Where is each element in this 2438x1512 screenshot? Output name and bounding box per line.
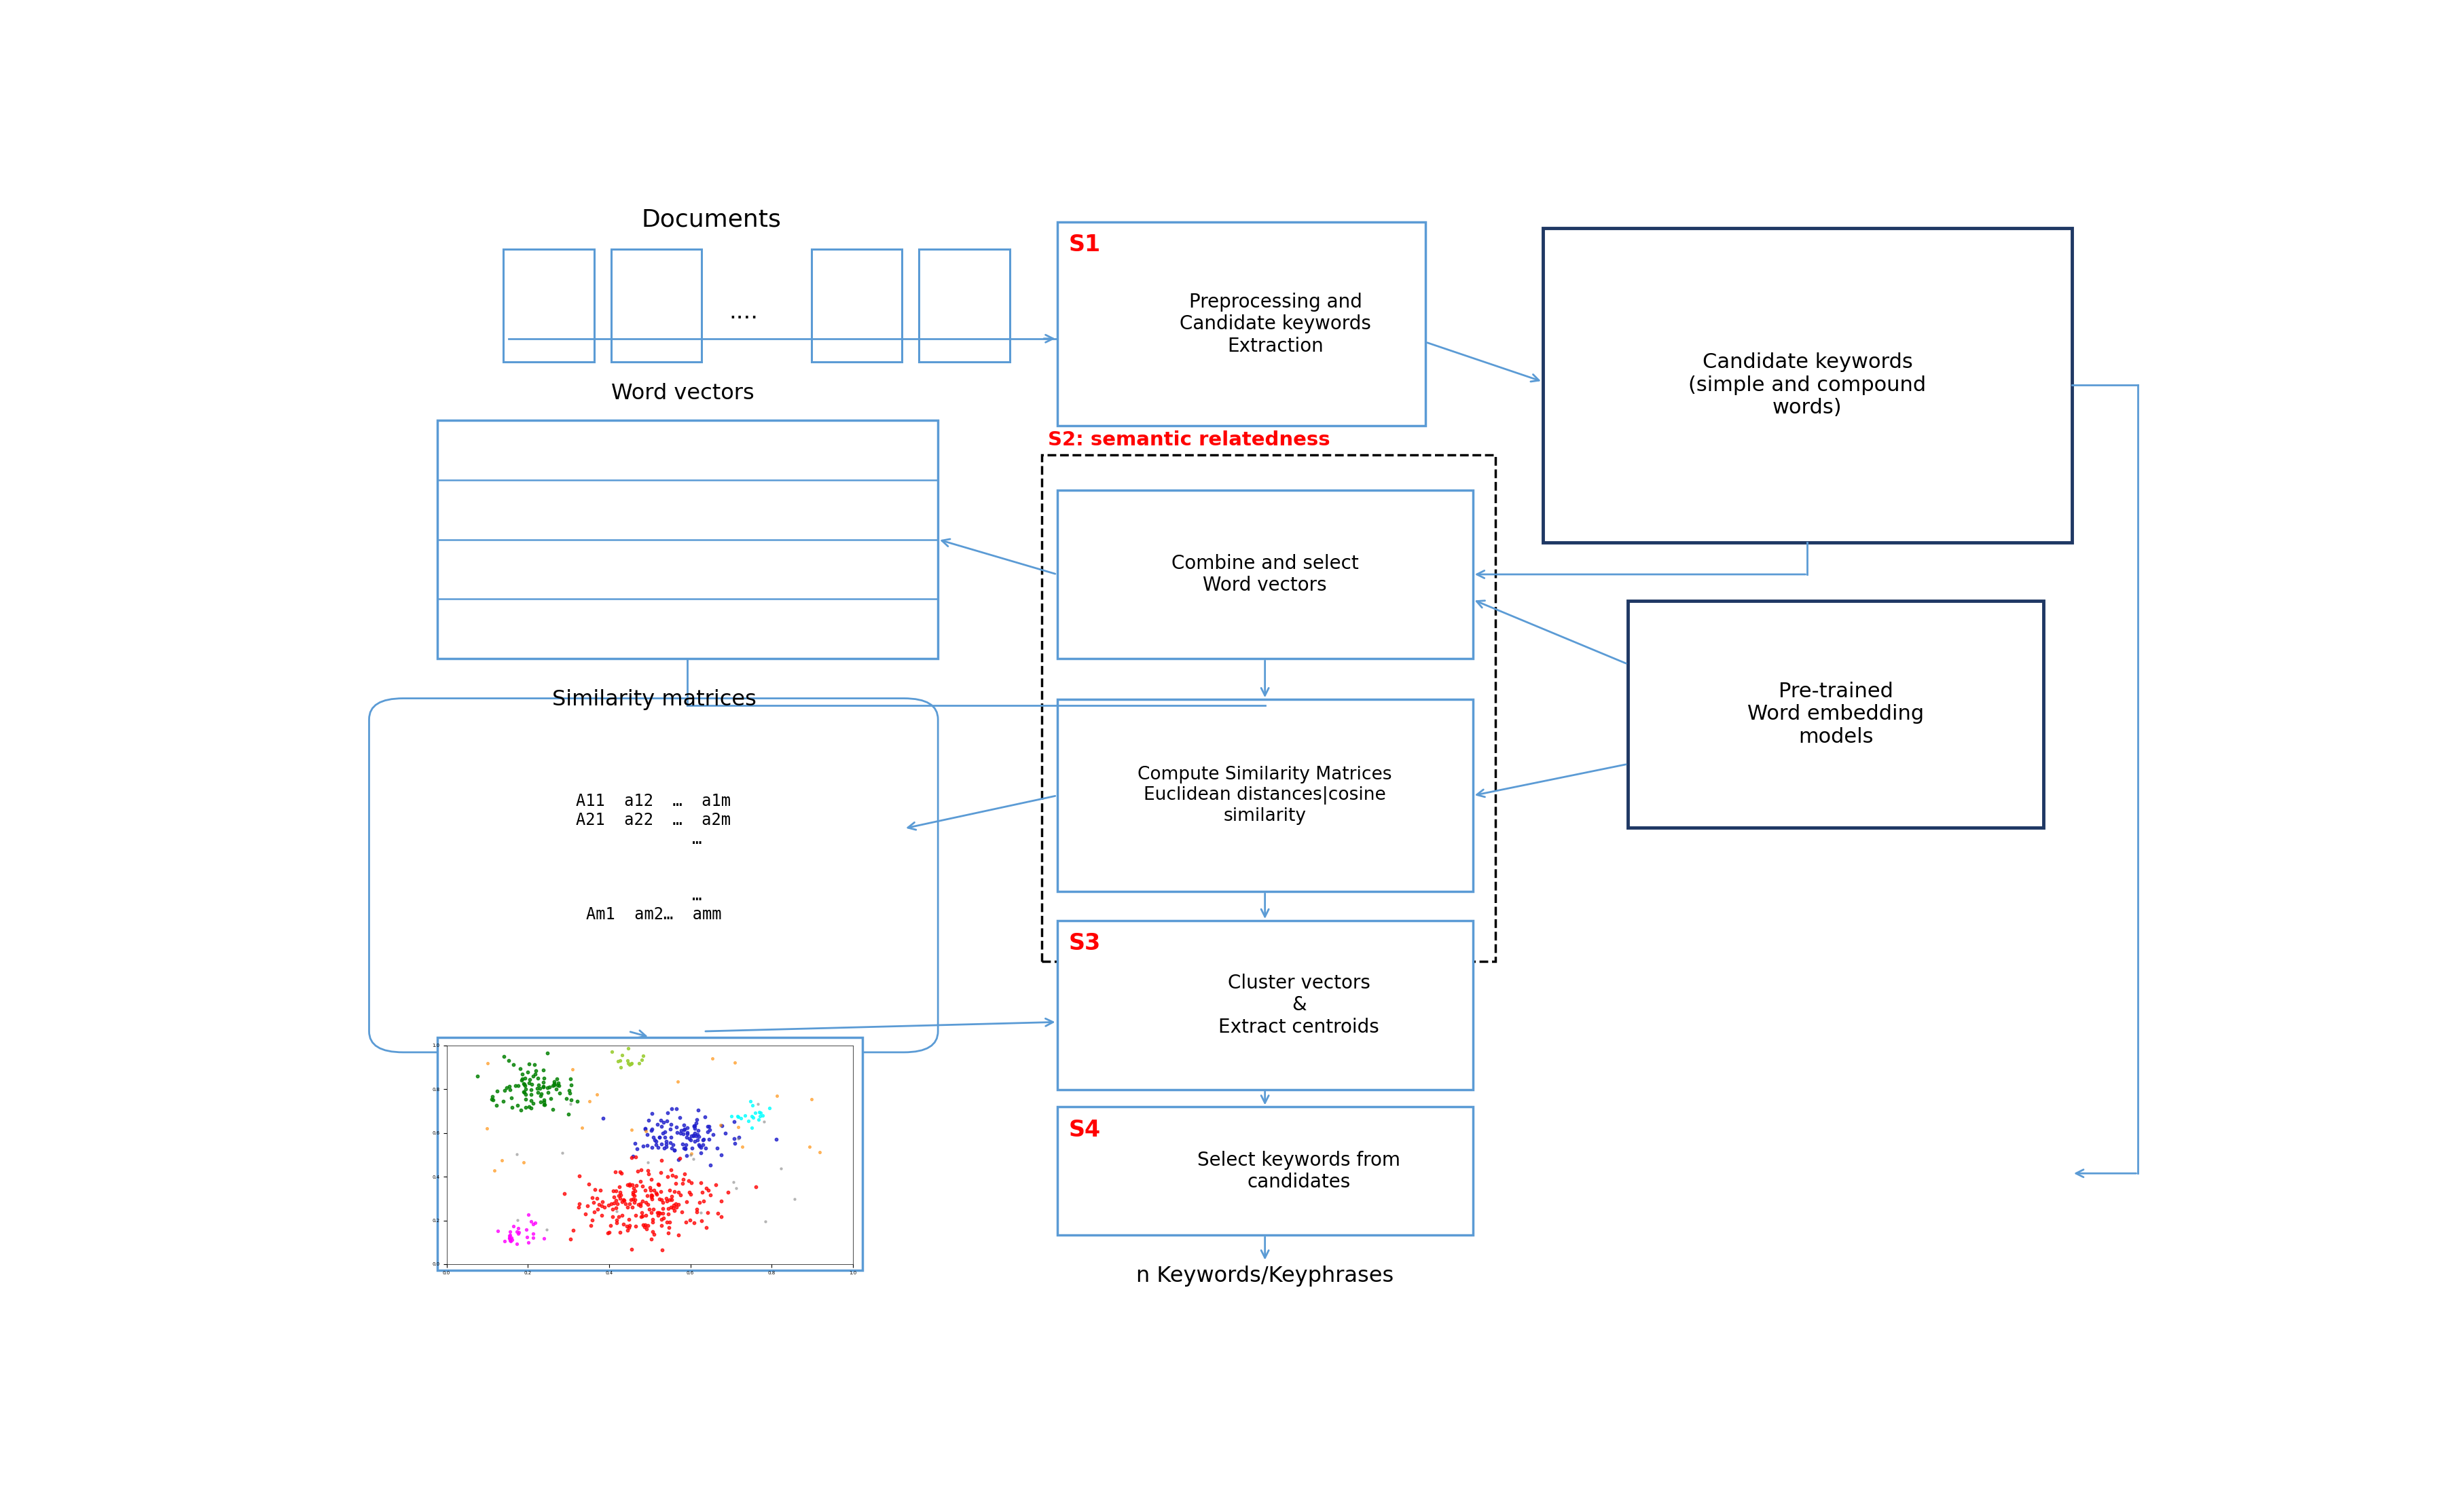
FancyBboxPatch shape [502,249,595,361]
Text: Cluster vectors
&
Extract centroids: Cluster vectors & Extract centroids [1219,974,1380,1037]
FancyBboxPatch shape [368,699,939,1052]
FancyBboxPatch shape [1056,1107,1473,1235]
Text: Documents: Documents [641,209,780,231]
FancyBboxPatch shape [612,249,702,361]
FancyBboxPatch shape [1056,921,1473,1090]
FancyBboxPatch shape [812,249,902,361]
Text: Pre-trained
Word embedding
models: Pre-trained Word embedding models [1748,682,1924,747]
Text: Word vectors: Word vectors [612,383,753,404]
FancyBboxPatch shape [1626,600,2043,827]
FancyBboxPatch shape [436,1037,863,1270]
FancyBboxPatch shape [436,420,939,659]
FancyBboxPatch shape [919,249,1009,361]
Text: Preprocessing and
Candidate keywords
Extraction: Preprocessing and Candidate keywords Ext… [1180,292,1370,355]
Text: Candidate keywords
(simple and compound
words): Candidate keywords (simple and compound … [1687,352,1926,417]
Text: A11  a12  …  a1m
A21  a22  …  a2m
         …


         …
Am1  am2…  amm: A11 a12 … a1m A21 a22 … a2m … … Am1 am2…… [575,794,731,922]
FancyBboxPatch shape [1056,700,1473,892]
Text: ....: .... [729,301,758,324]
FancyBboxPatch shape [1056,222,1426,426]
FancyBboxPatch shape [1056,490,1473,659]
Text: Similarity matrices: Similarity matrices [551,689,756,711]
Text: S1: S1 [1068,234,1100,256]
Text: Combine and select
Word vectors: Combine and select Word vectors [1170,553,1358,594]
Text: Compute Similarity Matrices
Euclidean distances|cosine
similarity: Compute Similarity Matrices Euclidean di… [1139,767,1392,826]
Text: S3: S3 [1068,933,1100,954]
Text: S4: S4 [1068,1119,1100,1142]
Text: n Keywords/Keyphrases: n Keywords/Keyphrases [1136,1266,1395,1287]
FancyBboxPatch shape [1543,228,2072,543]
Text: Select keywords from
candidates: Select keywords from candidates [1197,1151,1399,1191]
Text: S2: semantic relatedness: S2: semantic relatedness [1048,431,1329,449]
